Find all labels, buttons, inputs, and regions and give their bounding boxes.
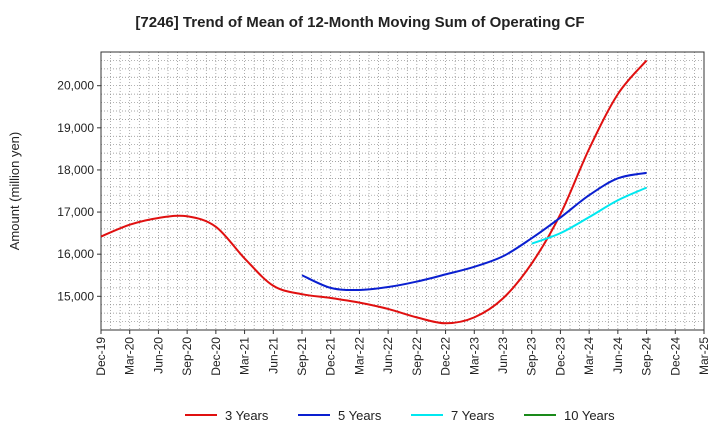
- x-tick-label: Jun-24: [611, 337, 625, 374]
- y-tick-label: 15,000: [57, 289, 94, 303]
- x-tick-label: Sep-20: [180, 337, 194, 376]
- x-tick-label: Sep-21: [295, 337, 309, 376]
- legend-label: 7 Years: [451, 408, 495, 423]
- x-tick-label: Dec-21: [324, 337, 338, 376]
- x-tick-label: Dec-24: [668, 337, 682, 376]
- x-tick-label: Jun-22: [381, 337, 395, 374]
- x-tick-label: Dec-19: [94, 337, 108, 376]
- series-line-3-years: [100, 59, 648, 325]
- x-tick-label: Dec-20: [209, 337, 223, 376]
- y-tick-label: 16,000: [57, 247, 94, 261]
- x-tick-label: Mar-21: [238, 337, 252, 375]
- x-tick-label: Sep-24: [640, 337, 654, 376]
- y-tick-label: 18,000: [57, 163, 94, 177]
- plot-area: [101, 52, 704, 330]
- x-tick-label: Mar-23: [467, 337, 481, 375]
- y-axis-title: Amount (million yen): [7, 132, 22, 251]
- x-tick-label: Jun-23: [496, 337, 510, 374]
- legend-label: 5 Years: [338, 408, 382, 423]
- x-tick-label: Jun-20: [151, 337, 165, 374]
- x-tick-label: Dec-22: [439, 337, 453, 376]
- x-tick-label: Mar-24: [582, 337, 596, 375]
- x-tick-label: Mar-25: [697, 337, 711, 375]
- x-tick-label: Sep-23: [525, 337, 539, 376]
- x-tick-label: Dec-23: [553, 337, 567, 376]
- x-tick-label: Sep-22: [410, 337, 424, 376]
- series-line-7-years: [531, 186, 647, 245]
- y-tick-label: 19,000: [57, 121, 94, 135]
- y-tick-label: 20,000: [57, 79, 94, 93]
- plot-frame: [100, 51, 705, 331]
- legend-label: 10 Years: [564, 408, 615, 423]
- y-tick-label: 17,000: [57, 205, 94, 219]
- x-tick-label: Mar-20: [123, 337, 137, 375]
- chart-title: [7246] Trend of Mean of 12-Month Moving …: [135, 14, 585, 31]
- x-tick-label: Jun-21: [266, 337, 280, 374]
- legend-label: 3 Years: [225, 408, 269, 423]
- series-line-5-years: [301, 171, 647, 292]
- x-tick-label: Mar-22: [352, 337, 366, 375]
